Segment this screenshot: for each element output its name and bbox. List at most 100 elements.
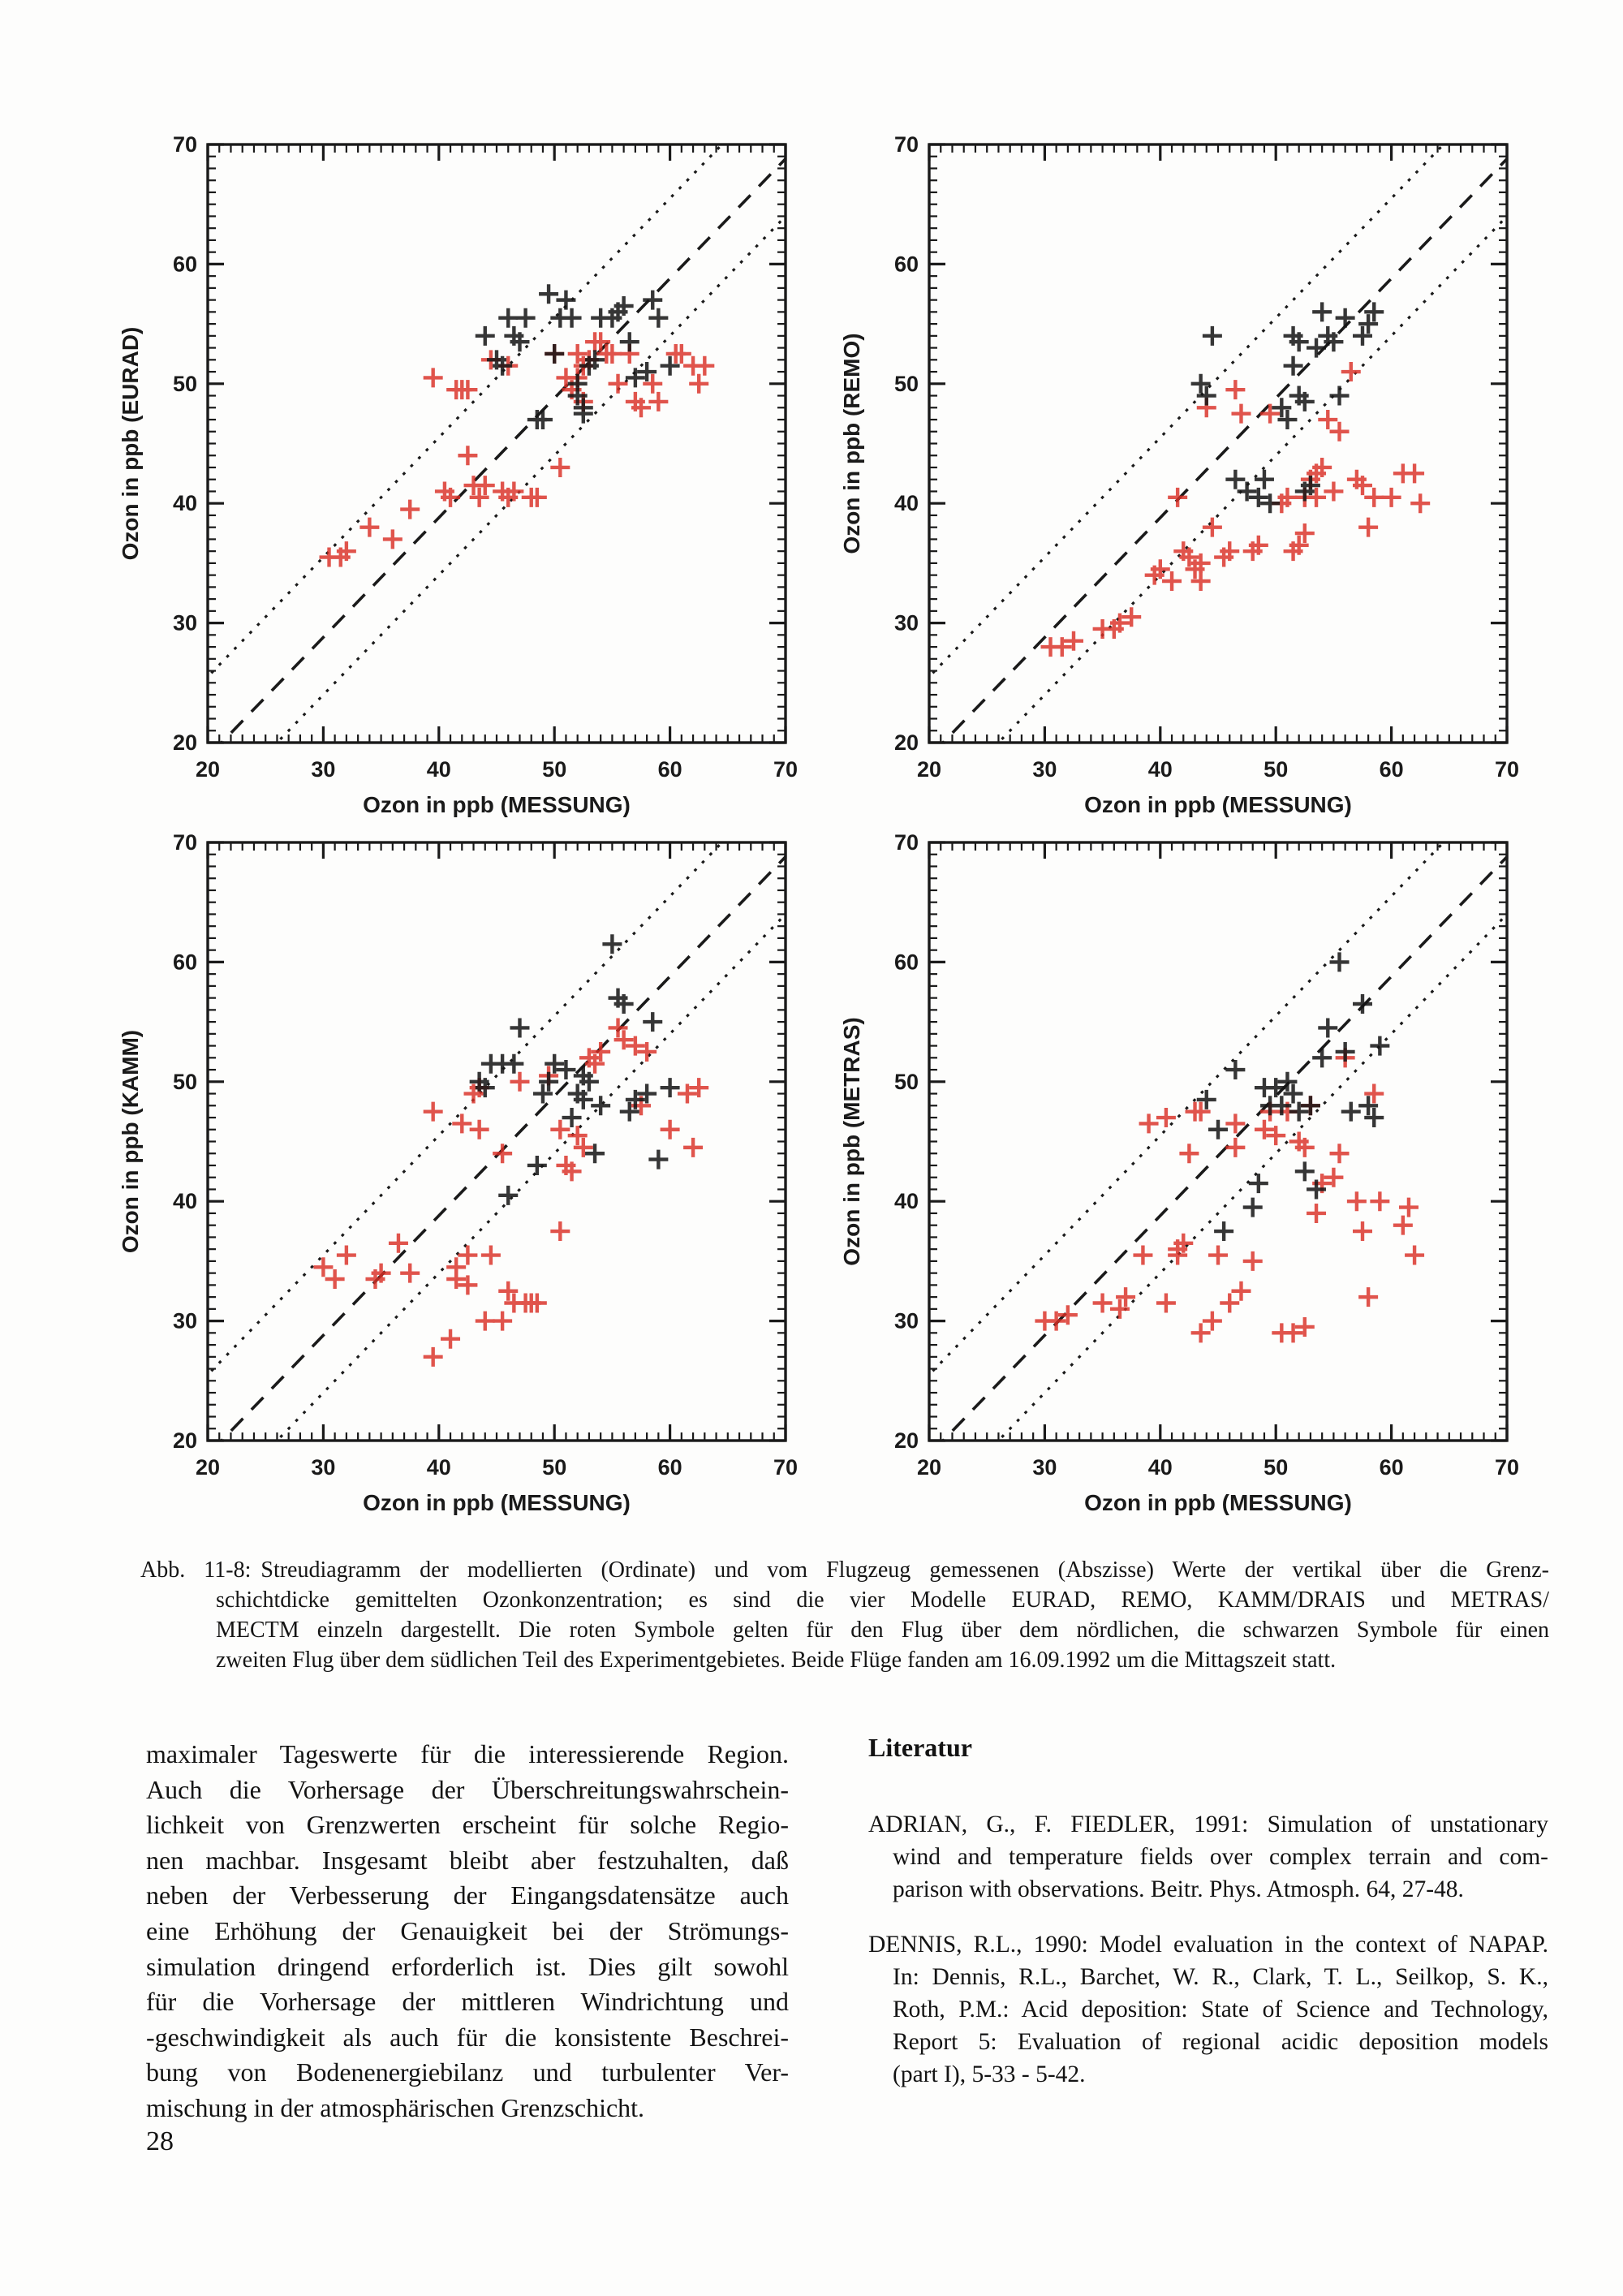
series-north-flight-red — [313, 1018, 709, 1367]
data-point-plus-marker — [1220, 541, 1240, 562]
data-point-plus-marker — [1179, 547, 1199, 567]
axis-ticks — [928, 143, 1509, 744]
data-point-plus-marker — [573, 1089, 593, 1109]
data-point-plus-marker — [1381, 487, 1401, 507]
x-tick-label: 60 — [658, 757, 682, 782]
data-point-plus-marker — [469, 487, 489, 507]
data-point-plus-marker — [550, 457, 570, 477]
data-point-plus-marker — [1364, 1083, 1384, 1104]
data-point-plus-marker — [458, 446, 478, 466]
x-axis-title: Ozon in ppb (MESSUNG) — [363, 1490, 631, 1515]
data-point-plus-marker — [325, 1269, 345, 1290]
y-tick-label: 60 — [173, 252, 197, 276]
data-point-plus-marker — [545, 1053, 565, 1074]
data-point-plus-marker — [671, 343, 691, 364]
data-point-plus-marker — [441, 487, 461, 507]
y-axis-title: Ozon in ppb (EURAD) — [118, 327, 143, 561]
data-point-plus-marker — [1190, 571, 1211, 592]
data-point-plus-marker — [1353, 1221, 1372, 1242]
data-point-plus-marker — [689, 373, 709, 394]
figure-caption-label: Abb. 11-8: — [140, 1557, 252, 1583]
data-point-plus-marker — [591, 1096, 611, 1116]
data-point-plus-marker — [475, 1078, 495, 1098]
data-point-plus-marker — [648, 391, 669, 411]
data-point-plus-marker — [1277, 410, 1298, 430]
data-point-plus-marker — [1398, 1197, 1419, 1217]
data-point-plus-marker — [1335, 1041, 1355, 1062]
axis-ticks — [206, 143, 787, 744]
data-point-plus-marker — [1277, 1071, 1298, 1092]
data-point-plus-marker — [498, 1185, 519, 1205]
data-point-plus-marker — [423, 368, 443, 388]
data-point-plus-marker — [441, 1329, 461, 1349]
figure-caption-text: MECTM einzeln dargestellt. Die roten Sym… — [216, 1618, 1549, 1643]
reference-entry: DENNIS, R.L., 1990: Model evaluation in … — [868, 1928, 1548, 2091]
x-tick-label: 20 — [196, 1455, 220, 1480]
page-number: 28 — [146, 2126, 174, 2156]
data-point-plus-marker — [371, 1263, 391, 1283]
data-point-plus-marker — [677, 1083, 697, 1104]
x-tick-label: 60 — [1380, 1455, 1404, 1480]
x-axis-title: Ozon in ppb (MESSUNG) — [1084, 792, 1352, 817]
data-point-plus-marker — [1307, 487, 1327, 507]
reference-line: wind and temperature fields over complex… — [893, 1844, 1548, 1870]
data-point-plus-marker — [1225, 1137, 1246, 1157]
data-point-plus-marker — [1294, 1161, 1315, 1182]
data-point-plus-marker — [423, 1346, 443, 1367]
data-point-plus-marker — [498, 1281, 519, 1301]
data-point-plus-marker — [1202, 517, 1222, 537]
data-point-plus-marker — [475, 325, 495, 346]
data-point-plus-marker — [1312, 457, 1332, 477]
x-tick-label: 40 — [427, 1455, 451, 1480]
data-point-plus-marker — [643, 1012, 663, 1032]
y-tick-label: 70 — [173, 132, 197, 157]
data-point-plus-marker — [1353, 476, 1372, 496]
x-tick-label: 30 — [311, 1455, 335, 1480]
y-tick-label: 30 — [173, 611, 197, 635]
data-point-plus-marker — [695, 355, 715, 376]
data-point-plus-marker — [1196, 386, 1216, 406]
data-point-plus-marker — [1307, 1179, 1327, 1200]
data-point-plus-marker — [313, 1257, 334, 1277]
data-point-plus-marker — [1133, 1245, 1153, 1265]
data-point-plus-marker — [1208, 1119, 1228, 1139]
reference-entry: ADRIAN, G., F. FIEDLER, 1991: Simulation… — [868, 1808, 1548, 1906]
data-point-plus-marker — [660, 355, 680, 376]
literature-heading: Literatur — [868, 1733, 972, 1762]
data-point-plus-marker — [689, 1078, 709, 1098]
data-point-plus-marker — [1139, 1114, 1159, 1134]
figure-caption-line: Abb. 11-8: Streudiagramm der modellierten… — [140, 1555, 1549, 1585]
x-tick-label: 40 — [427, 757, 451, 782]
y-tick-label: 20 — [173, 730, 197, 755]
data-point-plus-marker — [1272, 398, 1292, 418]
data-point-plus-marker — [1208, 1245, 1228, 1265]
data-point-plus-marker — [648, 308, 669, 328]
data-point-plus-marker — [1242, 1197, 1263, 1217]
data-point-plus-marker — [660, 1119, 680, 1139]
reference-line: Roth, P.M.: Acid deposition: State of Sc… — [893, 1997, 1548, 2022]
data-point-plus-marker — [660, 1078, 680, 1098]
x-tick-label: 30 — [1032, 1455, 1057, 1480]
reference-line: Report 5: Evaluation of regional acidic … — [893, 2029, 1548, 2055]
y-tick-label: 40 — [173, 1189, 197, 1213]
x-tick-label: 70 — [773, 1455, 798, 1480]
data-point-plus-marker — [1289, 535, 1309, 555]
x-tick-label: 70 — [773, 757, 798, 782]
data-point-plus-marker — [556, 1060, 576, 1080]
data-point-plus-marker — [1318, 1018, 1338, 1038]
data-point-plus-marker — [336, 541, 356, 562]
data-point-plus-marker — [480, 1245, 501, 1265]
figure-caption-text: schichtdicke gemittelten Ozonkonzentrati… — [216, 1587, 1549, 1613]
data-point-plus-marker — [359, 517, 380, 537]
data-point-plus-marker — [1329, 952, 1350, 972]
data-point-plus-marker — [567, 1126, 588, 1146]
body-text-line: bung von Bodenenergiebilanz und turbulen… — [146, 2057, 789, 2087]
data-point-plus-marker — [1358, 517, 1379, 537]
y-tick-label: 40 — [173, 491, 197, 515]
data-point-plus-marker — [1225, 1114, 1246, 1134]
x-tick-label: 50 — [542, 757, 566, 782]
data-point-plus-marker — [493, 1311, 513, 1331]
data-point-plus-marker — [1370, 1036, 1390, 1056]
data-point-plus-marker — [573, 403, 593, 424]
data-point-plus-marker — [458, 1245, 478, 1265]
